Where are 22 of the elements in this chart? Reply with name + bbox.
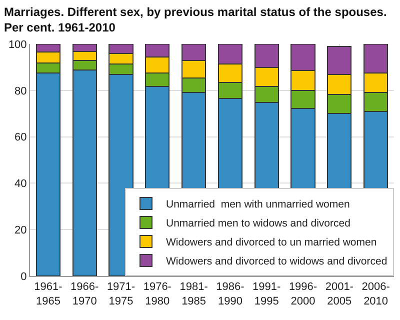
- x-tick-label: 1986- 1990: [216, 281, 245, 308]
- legend-label: Unmarried men to widows and divorced: [166, 218, 351, 230]
- chart-title: Marriages. Different sex, by previous marital status of the spouses.: [4, 5, 387, 19]
- x-tick-label: 1981- 1985: [180, 281, 208, 308]
- x-tick-label: 1961- 1965: [34, 281, 63, 308]
- x-tick-label: 1971- 1975: [106, 281, 136, 308]
- y-tick-label: 0: [20, 270, 27, 283]
- y-tick-label: 20: [14, 224, 27, 236]
- y-tick-label: 100: [8, 38, 27, 51]
- x-tick-label: 2006- 2010: [362, 281, 390, 308]
- x-tick-label: 2001- 2005: [325, 281, 354, 308]
- y-tick-label: 40: [14, 178, 27, 190]
- chart-subtitle: Per cent. 1961-2010: [4, 20, 116, 35]
- legend-label: Unmarried men with unmarried women: [166, 198, 350, 211]
- x-tick-label: 1966- 1970: [70, 281, 99, 308]
- x-tick-label: 1991- 1995: [252, 281, 281, 308]
- legend-label: Widowers and divorced to un married women: [166, 236, 377, 249]
- legend-label: Widowers and divorced to widows and divorced: [166, 256, 388, 268]
- y-tick-label: 80: [14, 85, 27, 98]
- x-tick-label: 1996- 2000: [288, 281, 318, 308]
- x-tick-label: 1976- 1980: [143, 281, 172, 308]
- y-tick-label: 60: [14, 132, 27, 144]
